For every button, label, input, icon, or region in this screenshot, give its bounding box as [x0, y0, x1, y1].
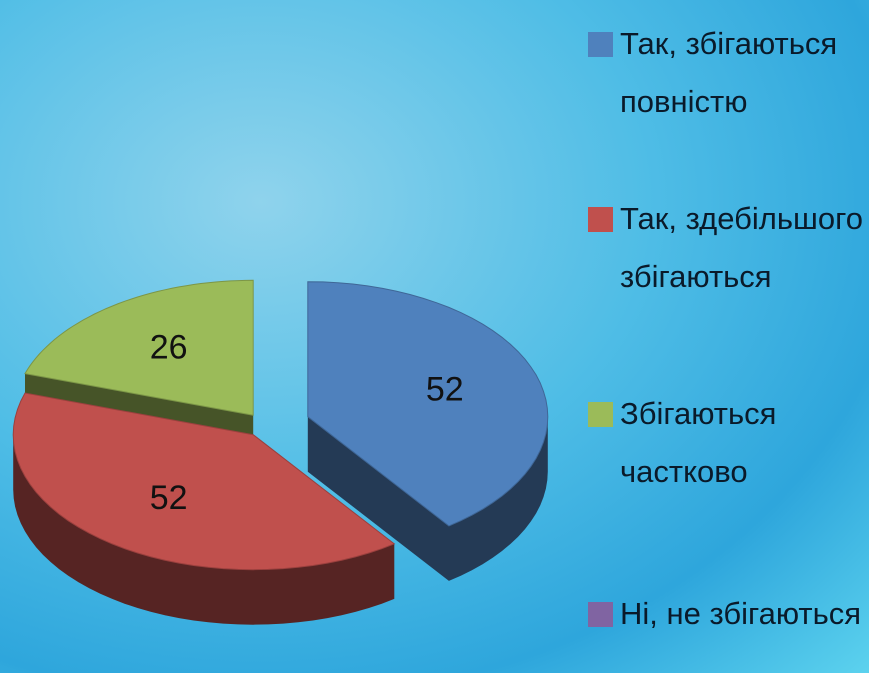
legend-label: Ні, не збігаються [620, 596, 862, 631]
legend-label: Збігаються частково [620, 396, 777, 489]
data-label: 52 [426, 371, 464, 409]
slice [12, 392, 396, 571]
legend-swatch [588, 207, 613, 232]
pie-area: 26 52 52 [12, 279, 549, 625]
legend-swatch [588, 32, 613, 57]
legend-entry: Ні, не збігаються [588, 585, 863, 643]
legend-swatch [588, 602, 613, 627]
legend-label: Так, здебільшого збігаються [620, 201, 863, 294]
slice [307, 281, 549, 527]
legend-swatch [588, 402, 613, 427]
slice [24, 279, 254, 416]
legend-entry: Збігаються частково [588, 385, 863, 501]
data-label: 52 [150, 479, 188, 517]
legend-entry: Так, здебільшого збігаються [588, 190, 863, 306]
legend-entry: Так, збігаються повністю [588, 15, 863, 131]
legend-label: Так, збігаються повністю [620, 26, 838, 119]
data-label: 26 [150, 329, 188, 367]
